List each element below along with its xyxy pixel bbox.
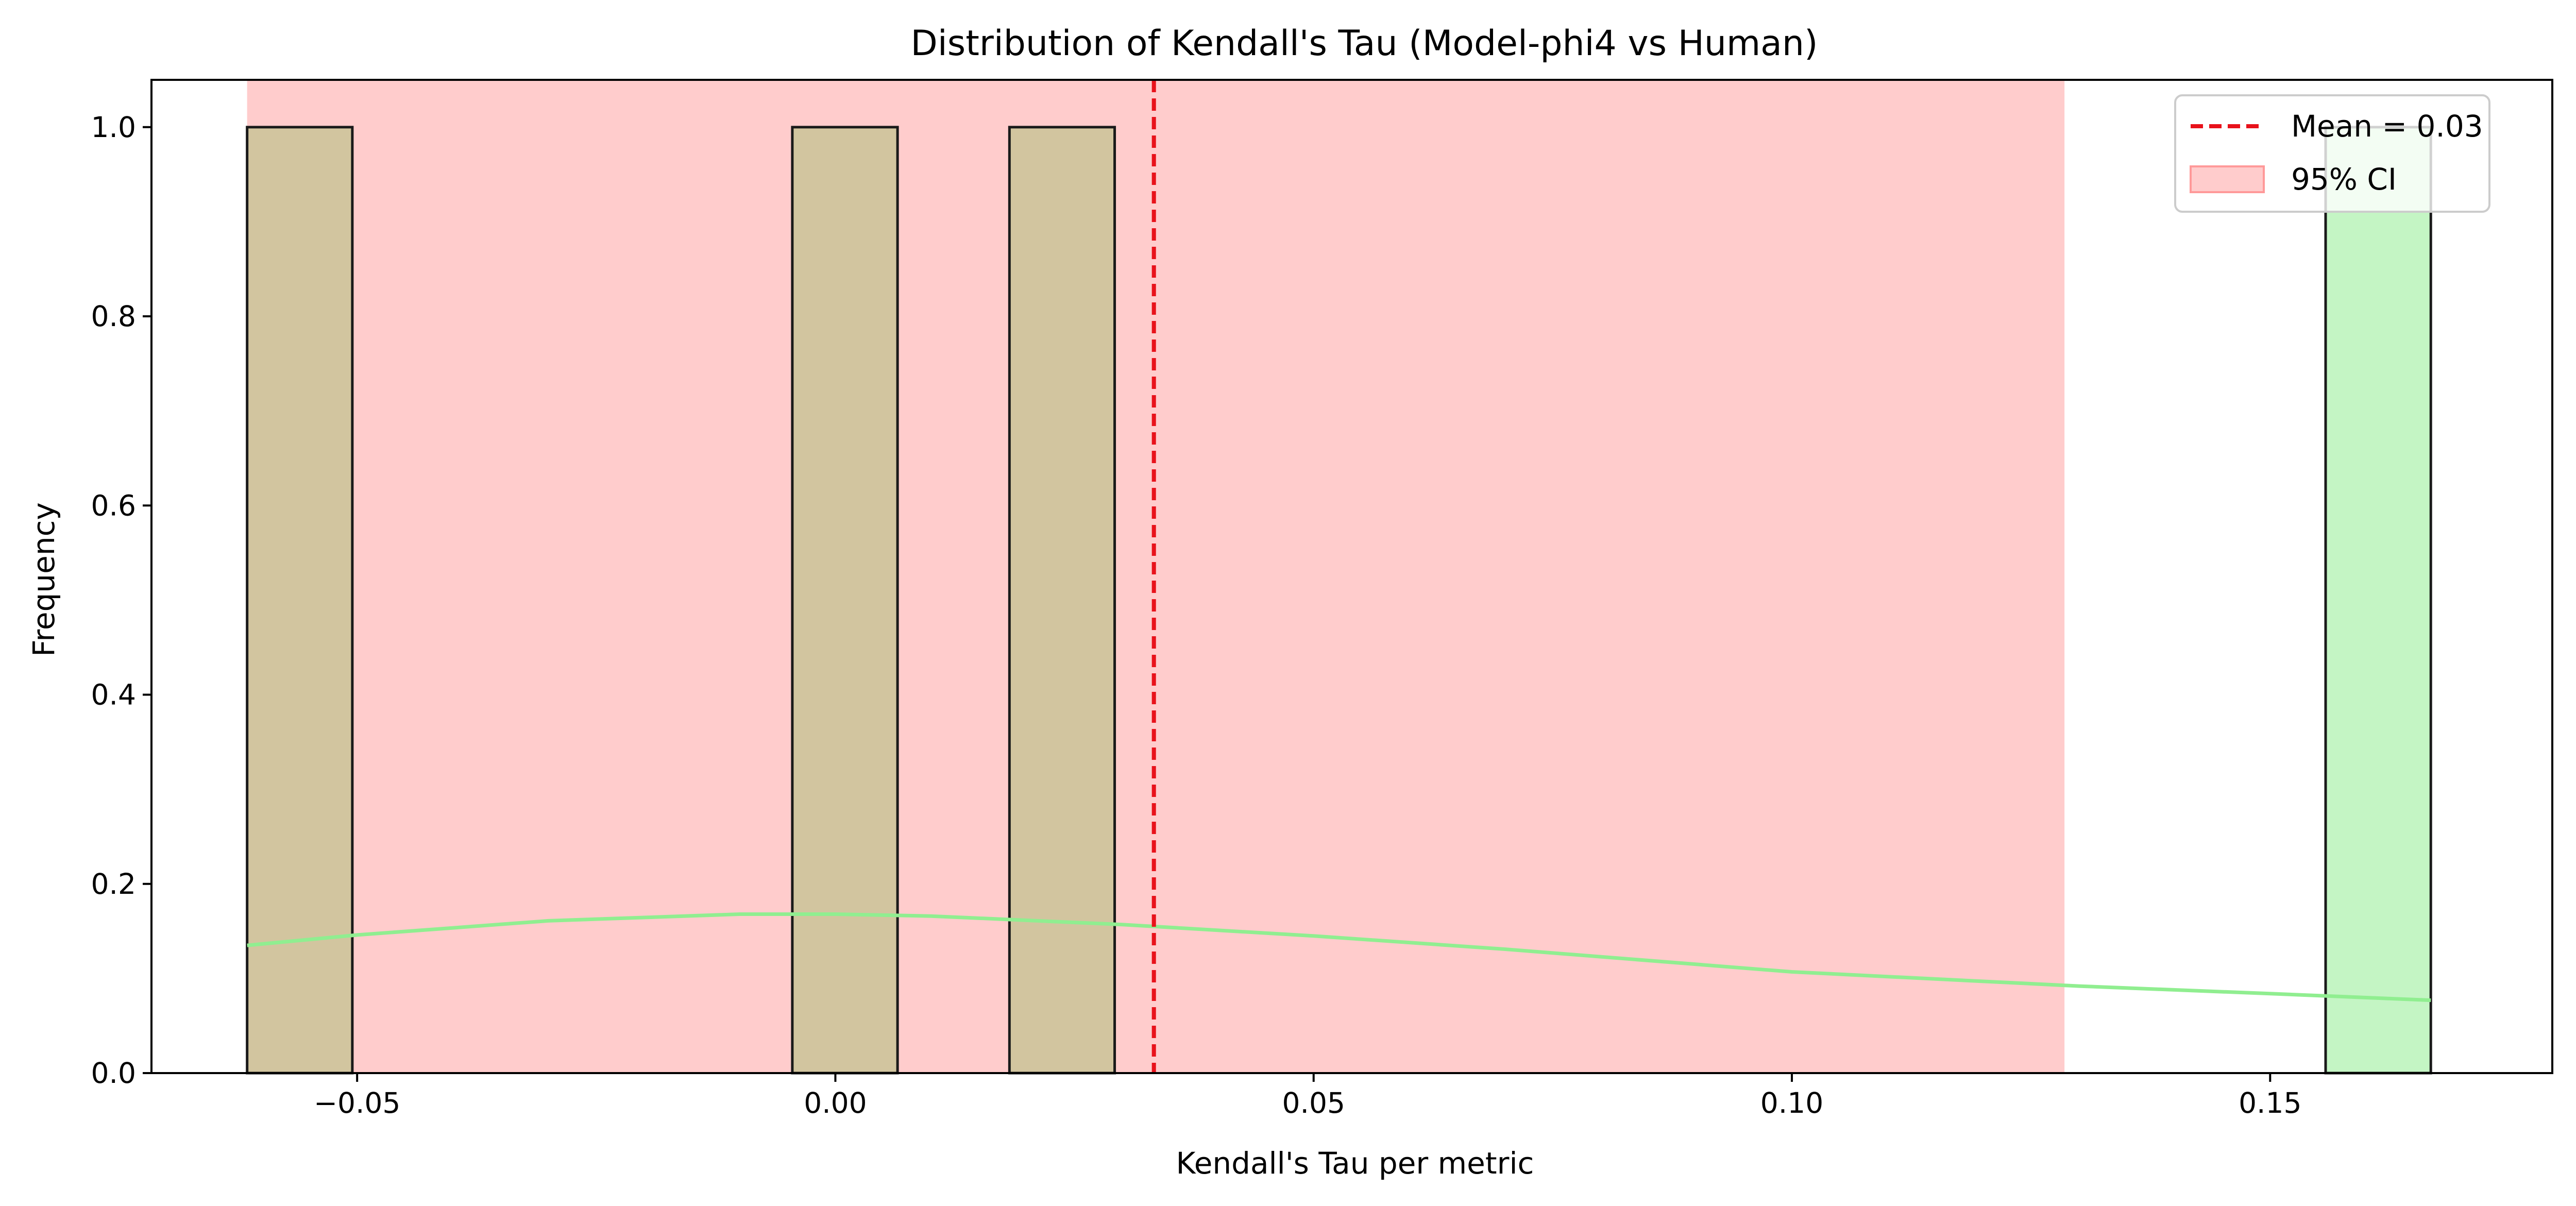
x-tick-label: −0.05 [314, 1086, 401, 1119]
legend-mean-label: Mean = 0.03 [2291, 109, 2483, 144]
y-tick-label: 0.0 [91, 1057, 136, 1090]
kde-curve [247, 912, 2431, 1003]
chart-title: Distribution of Kendall's Tau (Model-phi… [911, 23, 1818, 64]
y-tick-label: 0.6 [91, 489, 136, 522]
y-tick-label: 0.8 [91, 300, 136, 333]
axes: −0.05 0.00 0.05 0.10 0.15 0.0 0.2 0.4 0.6 0.8 1.0 [91, 79, 2553, 1119]
x-tick-label: 0.10 [1760, 1086, 1823, 1119]
x-tick-label: 0.05 [1282, 1086, 1345, 1119]
y-tick-label: 0.4 [91, 678, 136, 711]
y-tick-label: 0.2 [91, 868, 136, 901]
x-tick-label: 0.00 [804, 1086, 867, 1119]
histogram-bar-1 [246, 126, 354, 1075]
legend-ci-label: 95% CI [2291, 162, 2397, 197]
histogram-bar-3 [1008, 126, 1116, 1075]
legend-ci-swatch [2190, 165, 2265, 193]
y-tick-label: 1.0 [91, 111, 136, 144]
histogram-bar-4 [2324, 126, 2432, 1075]
y-axis-label: Frequency [26, 502, 61, 657]
axes-frame [150, 79, 2553, 1074]
x-axis-label: Kendall's Tau per metric [1176, 1146, 1534, 1181]
x-tick-label: 0.15 [2239, 1086, 2301, 1119]
histogram-bar-2 [791, 126, 899, 1075]
legend: Mean = 0.03 95% CI [2174, 94, 2490, 213]
